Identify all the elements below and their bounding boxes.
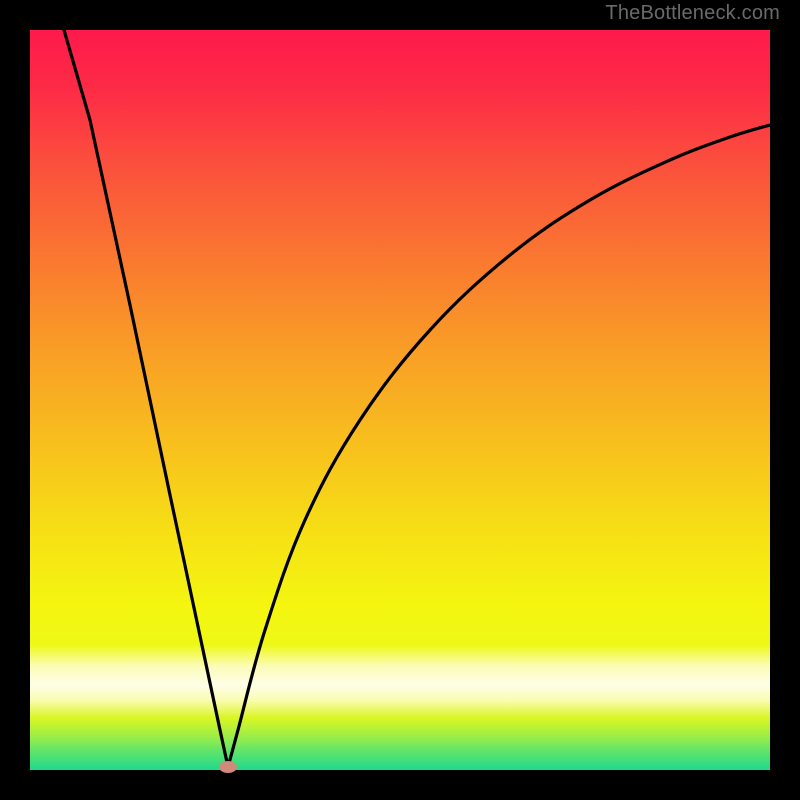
chart-container: TheBottleneck.com bbox=[0, 0, 800, 800]
plot-area bbox=[30, 30, 770, 770]
minimum-marker bbox=[219, 761, 237, 773]
watermark-text: TheBottleneck.com bbox=[605, 2, 780, 25]
bottleneck-chart bbox=[0, 0, 800, 800]
